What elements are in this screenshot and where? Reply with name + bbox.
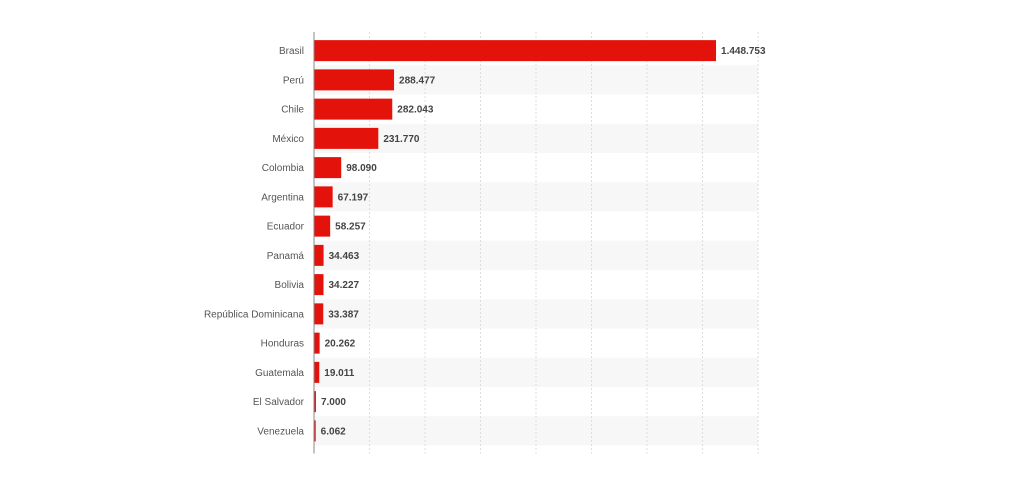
category-label: República Dominicana: [204, 309, 304, 320]
value-label: 58.257: [335, 222, 366, 233]
bar: [314, 98, 393, 120]
category-label: Panamá: [267, 251, 305, 262]
bar: [314, 420, 316, 442]
category-label: México: [272, 134, 304, 145]
value-labels: 1.448.753 288.477 282.043 231.770 98.090 67.1…: [321, 46, 766, 437]
bar: [314, 361, 320, 383]
bar: [314, 332, 320, 354]
bar: [314, 40, 717, 62]
bar: [314, 186, 333, 208]
value-label: 231.770: [383, 134, 420, 145]
value-label: 67.197: [338, 192, 369, 203]
category-label: Honduras: [261, 339, 304, 350]
category-label: El Salvador: [253, 397, 305, 408]
value-label: 282.043: [397, 105, 434, 116]
category-label: Colombia: [262, 163, 305, 174]
value-label: 98.090: [346, 163, 377, 174]
bar: [314, 127, 379, 149]
bar: [314, 391, 316, 413]
category-label: Venezuela: [257, 426, 304, 437]
category-label: Chile: [281, 105, 304, 116]
bar: [314, 274, 324, 296]
category-label: Guatemala: [255, 368, 304, 379]
value-label: 19.011: [324, 368, 354, 379]
value-label: 20.262: [325, 339, 356, 350]
bar: [314, 303, 324, 325]
bar: [314, 215, 331, 237]
bar: [314, 244, 324, 266]
category-labels: Brasil Perú Chile México Colombia Argentina Ec…: [204, 46, 305, 437]
bar: [314, 69, 395, 91]
value-label: 34.463: [329, 251, 360, 262]
value-label: 6.062: [321, 426, 346, 437]
category-label: Bolivia: [275, 280, 305, 291]
category-label: Perú: [283, 75, 304, 86]
value-label: 34.227: [328, 280, 359, 291]
value-label: 7.000: [321, 397, 346, 408]
bars: [314, 40, 717, 442]
category-label: Brasil: [279, 46, 304, 57]
value-label: 288.477: [399, 75, 436, 86]
bar: [314, 157, 342, 179]
category-label: Argentina: [261, 192, 304, 203]
value-label: 1.448.753: [721, 46, 766, 57]
category-label: Ecuador: [267, 222, 305, 233]
value-label: 33.387: [328, 309, 359, 320]
